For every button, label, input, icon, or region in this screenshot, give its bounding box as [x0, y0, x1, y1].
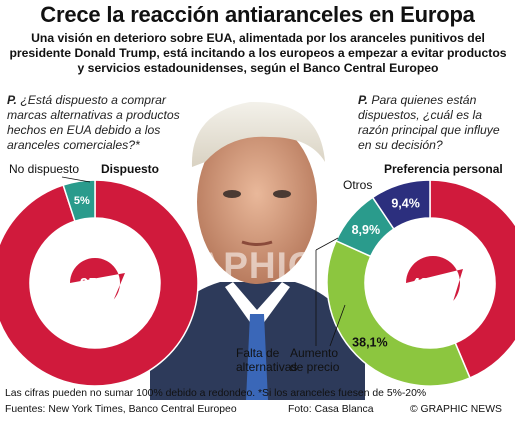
question-left-text: ¿Está dispuesto a comprar marcas alterna… — [7, 93, 180, 152]
page-subtitle: Una visión en deterioro sobre EUA, alime… — [9, 31, 507, 75]
left-donut-bubble-label: 95% — [80, 275, 110, 292]
footer-note: Las cifras pueden no sumar 100% debido a… — [5, 388, 427, 399]
right-donut-slice-1 — [326, 239, 471, 387]
right-donut-bubble — [405, 255, 463, 301]
question-right: P. Para quienes están dispuestos, ¿cuál … — [358, 93, 510, 153]
label-falta: Falta de alternativas — [236, 346, 298, 374]
footer-copyright: © GRAPHIC NEWS — [410, 404, 502, 415]
right-donut-slice-label-2: 8,9% — [352, 223, 381, 237]
left-donut-chart: 5% 95% — [0, 179, 199, 387]
right-donut-slice-label-3: 9,4% — [391, 197, 420, 211]
page-title: Crece la reacción antiaranceles en Europ… — [40, 2, 475, 27]
portrait-photo — [150, 101, 365, 400]
label-otros: Otros — [343, 178, 373, 192]
label-dispuesto: Dispuesto — [101, 162, 160, 176]
label-no-dispuesto: No dispuesto — [9, 162, 80, 176]
right-donut-slice-3 — [371, 179, 431, 231]
left-donut-bubble — [69, 257, 125, 300]
right-donut-chart: 38,1% 8,9% 9,4% 43,7% — [326, 179, 515, 387]
right-donut-center — [366, 219, 494, 347]
label-aumento: Aumento de precio — [290, 346, 340, 374]
footer-photo-credit: Foto: Casa Blanca — [288, 404, 374, 415]
footer-sources: Fuentes: New York Times, Banco Central E… — [5, 404, 237, 415]
question-left-prefix: P. — [7, 93, 17, 107]
right-donut-slice-0 — [429, 179, 515, 379]
question-left: P. ¿Está dispuesto a comprar marcas alte… — [7, 93, 192, 153]
label-preferencia: Preferencia personal — [384, 162, 503, 176]
left-donut-slice-dispuesto — [0, 179, 199, 387]
question-right-prefix: P. — [358, 93, 368, 107]
question-right-text: Para quienes están dispuestos, ¿cuál es … — [358, 93, 500, 152]
left-donut-center — [31, 219, 159, 347]
right-donut-slice-label-1: 38,1% — [352, 336, 387, 350]
left-donut-slice-no-dispuesto — [62, 179, 96, 223]
right-donut-bubble-label: 43,7% — [412, 275, 455, 292]
left-donut-slice-label-5: 5% — [74, 195, 90, 207]
